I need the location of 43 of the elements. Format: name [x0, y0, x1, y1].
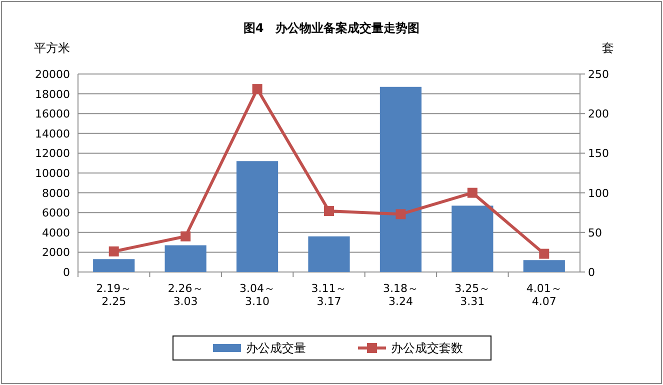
point — [396, 209, 406, 220]
x-tick-label: 4.01～ 4.07 — [526, 282, 562, 308]
legend-label: 办公成交套数 — [391, 341, 463, 355]
y-tick-label: 4000 — [42, 226, 70, 240]
point — [467, 188, 478, 198]
bar — [452, 206, 494, 272]
y-tick-label: 10000 — [35, 167, 70, 180]
bar — [236, 161, 278, 272]
bar — [523, 260, 565, 272]
point — [324, 206, 334, 216]
y-tick-label: 2000 — [42, 246, 70, 260]
y2-axis-title: 套 — [602, 41, 614, 55]
y-tick-label: 0 — [63, 266, 70, 279]
bar — [93, 259, 135, 272]
point — [108, 246, 119, 256]
point — [539, 248, 550, 259]
y2-tick-label: 250 — [588, 68, 609, 81]
y-tick-label: 12000 — [35, 147, 70, 160]
y-tick-label: 18000 — [35, 88, 70, 101]
chart-title: 图4 办公物业备案成交量走势图 — [243, 21, 420, 35]
legend-label: 办公成交量 — [246, 341, 306, 355]
y2-tick-label: 100 — [588, 186, 609, 200]
bar — [164, 245, 206, 272]
x-tick-label: 3.04～ 3.10 — [240, 282, 276, 308]
x-tick-label: 3.25～ 3.31 — [454, 282, 490, 308]
y-tick-label: 20000 — [35, 68, 70, 81]
y2-tick-label: 50 — [588, 226, 602, 240]
x-tick-label: 3.18～ 3.24 — [382, 282, 418, 308]
bar — [380, 86, 422, 272]
x-tick-label: 2.26～ 3.03 — [168, 282, 204, 308]
y-tick-label: 8000 — [42, 186, 70, 200]
y2-tick-label: 150 — [588, 147, 609, 160]
y-tick-label: 14000 — [35, 127, 70, 140]
point — [180, 231, 191, 242]
y-axis-title: 平方米 — [34, 41, 70, 55]
x-tick-label: 3.11～ 3.17 — [311, 282, 347, 308]
bar — [308, 236, 350, 272]
y-tick-label: 6000 — [42, 206, 70, 220]
x-tick-label: 2.19～ 2.25 — [96, 282, 132, 308]
y2-tick-label: 200 — [588, 108, 609, 121]
y-tick-label: 16000 — [35, 108, 70, 121]
point — [252, 84, 262, 94]
y2-tick-label: 0 — [588, 266, 595, 279]
